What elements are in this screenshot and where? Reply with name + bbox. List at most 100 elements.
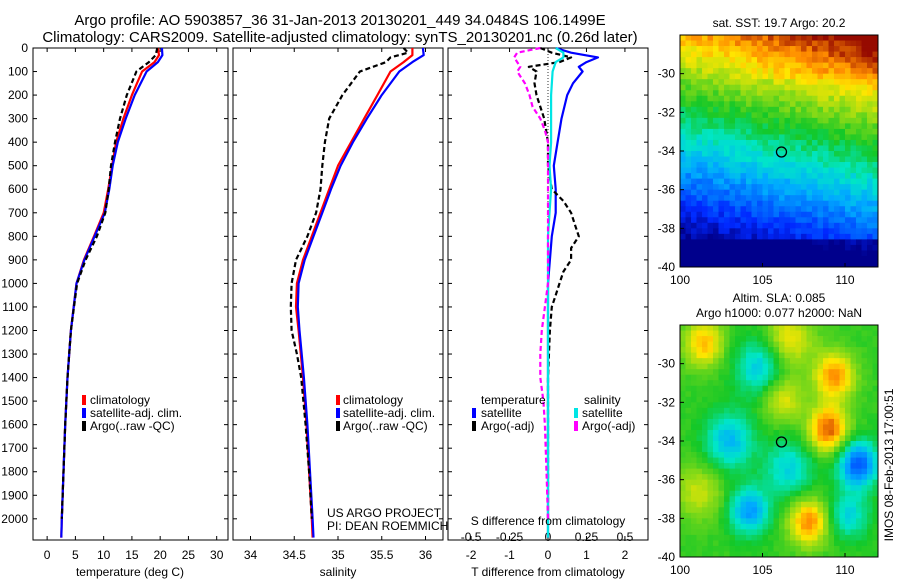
map-cell bbox=[729, 446, 736, 453]
map-x-tick-label: 100 bbox=[670, 273, 690, 287]
map-cell bbox=[746, 189, 752, 196]
map-cell bbox=[845, 189, 851, 196]
map-cell bbox=[839, 396, 846, 403]
map-cell bbox=[691, 173, 697, 180]
map-cell bbox=[861, 173, 868, 180]
map-cell bbox=[834, 173, 840, 180]
map-cell bbox=[812, 507, 818, 514]
map-cell bbox=[713, 463, 719, 470]
map-cell bbox=[839, 336, 846, 342]
map-cell bbox=[779, 79, 785, 86]
map-cell bbox=[867, 35, 873, 41]
map-cell bbox=[856, 68, 862, 75]
map-cell bbox=[757, 46, 763, 52]
map-cell bbox=[735, 79, 741, 86]
map-cell bbox=[729, 211, 736, 218]
map-cell bbox=[806, 51, 813, 58]
map-cell bbox=[856, 457, 862, 464]
map-cell bbox=[735, 457, 741, 464]
series-line-salinity-argo-adj bbox=[513, 46, 550, 519]
map-cell bbox=[685, 184, 692, 191]
map-cell bbox=[784, 385, 791, 392]
map-cell bbox=[707, 347, 714, 354]
map-cell bbox=[823, 468, 829, 475]
map-cell bbox=[685, 173, 692, 180]
map-cell bbox=[768, 435, 774, 442]
map-cell bbox=[696, 441, 703, 447]
map-cell bbox=[828, 40, 835, 47]
map-cell bbox=[872, 507, 878, 514]
map-cell bbox=[834, 139, 840, 146]
map-cell bbox=[768, 518, 774, 525]
map-cell bbox=[718, 228, 725, 235]
map-cell bbox=[779, 244, 785, 251]
map-cell bbox=[751, 178, 758, 185]
map-cell bbox=[784, 128, 791, 135]
map-cell bbox=[740, 162, 747, 168]
map-cell bbox=[784, 222, 791, 229]
map-cell bbox=[713, 134, 719, 141]
map-cell bbox=[817, 358, 824, 365]
map-cell bbox=[801, 211, 807, 218]
map-cell bbox=[867, 452, 873, 458]
map-cell bbox=[856, 413, 862, 420]
map-cell bbox=[828, 457, 835, 464]
map-cell bbox=[861, 228, 868, 235]
map-cell bbox=[839, 57, 846, 64]
map-cell bbox=[735, 385, 741, 392]
map-cell bbox=[762, 446, 769, 453]
map-cell bbox=[729, 112, 736, 119]
map-cell bbox=[834, 424, 840, 431]
map-cell bbox=[724, 551, 730, 557]
map-cell bbox=[834, 474, 840, 481]
map-cell bbox=[718, 95, 725, 102]
map-cell bbox=[823, 189, 829, 196]
map-cell bbox=[691, 255, 697, 262]
x-tick-label: 0 bbox=[545, 548, 552, 562]
map-cell bbox=[795, 123, 802, 130]
map-cell bbox=[839, 374, 846, 381]
map-cell bbox=[735, 184, 741, 191]
map-cell bbox=[801, 336, 807, 342]
map-cell bbox=[718, 446, 725, 453]
map-cell bbox=[779, 112, 785, 119]
map-cell bbox=[872, 330, 878, 337]
map-cell bbox=[817, 206, 824, 213]
map-cell bbox=[762, 402, 769, 409]
map-cell bbox=[828, 178, 835, 185]
map-cell bbox=[834, 407, 840, 414]
sla-map-subtitle: Argo h1000: 0.077 h2000: NaN bbox=[696, 306, 862, 320]
map-cell bbox=[872, 424, 878, 431]
map-cell bbox=[823, 435, 829, 442]
map-cell bbox=[817, 363, 824, 370]
map-cell bbox=[746, 325, 752, 331]
map-cell bbox=[867, 95, 873, 102]
map-cell bbox=[872, 178, 878, 185]
map-cell bbox=[828, 139, 835, 146]
map-cell bbox=[784, 167, 791, 174]
map-cell bbox=[784, 40, 791, 47]
map-cell bbox=[801, 35, 807, 41]
map-cell bbox=[812, 51, 818, 58]
map-cell bbox=[817, 540, 824, 547]
map-cell bbox=[696, 413, 703, 420]
map-cell bbox=[812, 490, 818, 497]
map-cell bbox=[856, 79, 862, 86]
map-cell bbox=[834, 68, 840, 75]
map-cell bbox=[861, 68, 868, 75]
map-cell bbox=[856, 501, 862, 508]
map-cell bbox=[680, 51, 686, 58]
map-cell bbox=[768, 62, 774, 69]
map-cell bbox=[839, 330, 846, 337]
map-cell bbox=[861, 468, 868, 475]
map-cell bbox=[713, 402, 719, 409]
map-cell bbox=[773, 534, 780, 541]
map-cell bbox=[729, 134, 736, 141]
map-cell bbox=[828, 62, 835, 69]
map-cell bbox=[806, 112, 813, 119]
map-cell bbox=[812, 380, 818, 387]
map-cell bbox=[850, 529, 857, 536]
map-cell bbox=[812, 325, 818, 331]
map-cell bbox=[713, 217, 719, 224]
map-cell bbox=[823, 195, 829, 202]
